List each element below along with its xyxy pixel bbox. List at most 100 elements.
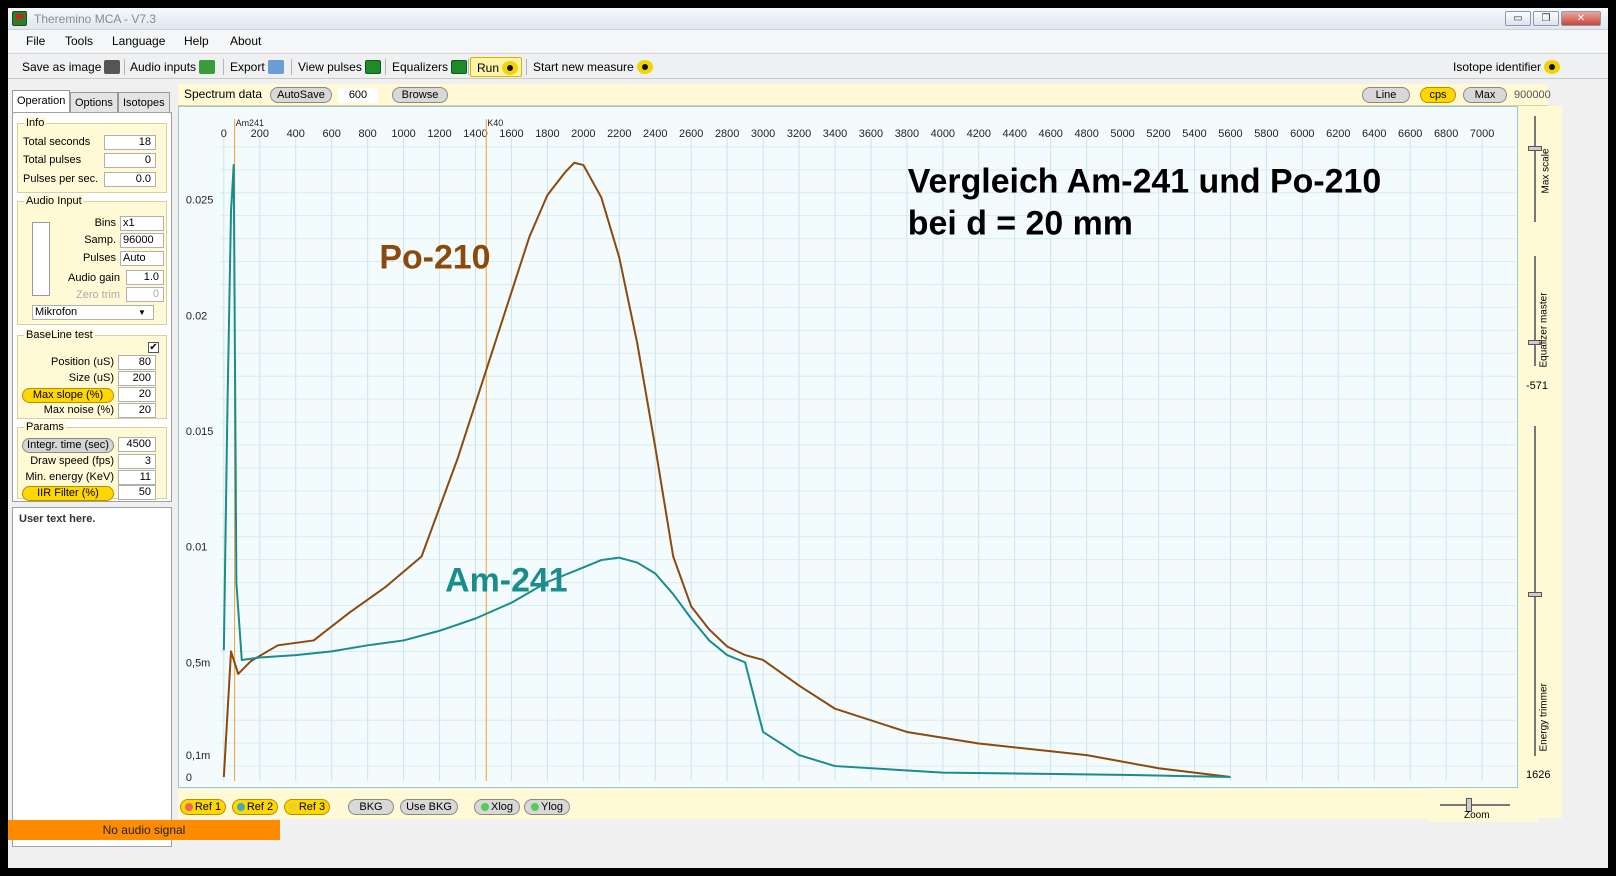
toolbar-separator xyxy=(124,59,125,75)
audio-inputs-button[interactable]: Audio inputs xyxy=(130,57,216,77)
line-button[interactable]: Line xyxy=(1362,87,1410,103)
params-title: Params xyxy=(24,421,66,433)
y-tick-label: 0 xyxy=(186,772,192,784)
x-tick-label: 5600 xyxy=(1218,128,1242,140)
menu-tools[interactable]: Tools xyxy=(65,34,94,48)
eq-master-thumb[interactable] xyxy=(1528,340,1542,345)
xlog-label: Xlog xyxy=(490,801,514,813)
zoom-track[interactable] xyxy=(1440,804,1510,806)
x-tick-label: 1400 xyxy=(463,128,487,140)
params-group: Params Integr. time (sec) 4500 Draw spee… xyxy=(17,421,167,501)
browse-button[interactable]: Browse xyxy=(392,87,448,103)
x-tick-label: 7000 xyxy=(1470,128,1494,140)
isotope-identifier-button[interactable]: Isotope identifier xyxy=(1453,57,1561,77)
total-pulses-label: Total pulses xyxy=(23,154,82,166)
equalizers-button[interactable]: Equalizers xyxy=(392,57,468,77)
xlog-button[interactable]: Xlog xyxy=(474,799,520,815)
view-pulses-button[interactable]: View pulses xyxy=(298,57,381,77)
max-button[interactable]: Max xyxy=(1463,87,1507,103)
tab-options[interactable]: Options xyxy=(70,92,118,112)
plot-bottom-bar: Ref 1 Ref 2 Ref 3 BKG Use BKG Xlog Ylog xyxy=(178,789,1518,819)
max-slope-value[interactable]: 20 xyxy=(118,387,156,402)
samp-select[interactable]: 96000 xyxy=(120,233,164,248)
zoom-thumb[interactable] xyxy=(1466,798,1472,812)
menu-language[interactable]: Language xyxy=(112,34,166,48)
user-text-area[interactable]: User text here. xyxy=(12,507,172,847)
ref2-label: Ref 2 xyxy=(246,801,274,813)
ylog-label: Ylog xyxy=(540,801,564,813)
x-tick-label: 4000 xyxy=(931,128,955,140)
iir-filter-button[interactable]: IIR Filter (%) xyxy=(22,486,114,501)
max-noise-value[interactable]: 20 xyxy=(118,403,156,418)
ref1-button[interactable]: Ref 1 xyxy=(180,799,226,815)
app-icon xyxy=(12,11,27,26)
x-tick-label: 2200 xyxy=(607,128,631,140)
pulse-chart-icon xyxy=(364,60,381,74)
x-tick-label: 6600 xyxy=(1398,128,1422,140)
integr-time-button[interactable]: Integr. time (sec) xyxy=(22,438,114,453)
pulses-label: Pulses xyxy=(82,252,116,264)
window-title: Theremino MCA - V7.3 xyxy=(34,12,157,26)
y-tick-label: 0,5m xyxy=(186,657,210,669)
maximize-button[interactable]: ❐ xyxy=(1533,11,1559,26)
x-tick-label: 4200 xyxy=(967,128,991,140)
draw-speed-label: Draw speed (fps) xyxy=(30,455,114,467)
x-tick-label: 6000 xyxy=(1290,128,1314,140)
ref3-button[interactable]: Ref 3 xyxy=(284,799,330,815)
energy-trimmer-track[interactable] xyxy=(1534,426,1536,756)
x-tick-label: 3000 xyxy=(751,128,775,140)
radiation-icon xyxy=(636,60,653,74)
max-slope-button[interactable]: Max slope (%) xyxy=(22,388,114,403)
bins-select[interactable]: x1 xyxy=(120,216,164,231)
menu-about[interactable]: About xyxy=(230,34,262,48)
bkg-button[interactable]: BKG xyxy=(348,799,394,815)
run-button[interactable]: Run xyxy=(470,57,522,77)
eq-master-track[interactable] xyxy=(1534,256,1536,366)
audio-gain-value[interactable]: 1.0 xyxy=(126,270,164,285)
ylog-button[interactable]: Ylog xyxy=(524,799,570,815)
spectrum-toolbar: Spectrum data AutoSave 600 Browse Line c… xyxy=(178,84,1551,106)
info-title: Info xyxy=(24,117,47,129)
autosave-input[interactable]: 600 xyxy=(338,88,378,103)
device-select[interactable]: Mikrofon xyxy=(32,305,154,320)
menu-help[interactable]: Help xyxy=(184,34,209,48)
baseline-checkbox[interactable]: ✔ xyxy=(148,342,159,353)
left-panel: Operation Options Isotopes Info Total se… xyxy=(8,80,176,854)
tab-isotopes[interactable]: Isotopes xyxy=(118,92,170,112)
spectrum-plot[interactable]: 0 200 400 600 800 1000 1200 1400 1600 1800 2000 220… xyxy=(178,106,1518,788)
ref2-button[interactable]: Ref 2 xyxy=(232,799,278,815)
max-scale-thumb[interactable] xyxy=(1528,146,1542,151)
pulses-select[interactable]: Auto xyxy=(120,251,164,266)
iir-filter-value[interactable]: 50 xyxy=(118,485,156,500)
energy-trimmer-thumb[interactable] xyxy=(1528,592,1542,597)
max-scale-track[interactable] xyxy=(1534,116,1536,222)
max-scale-label: Max scale xyxy=(1540,148,1552,194)
cps-button[interactable]: cps xyxy=(1420,87,1456,103)
draw-speed-value[interactable]: 3 xyxy=(118,454,156,469)
x-tick-label: 2600 xyxy=(679,128,703,140)
close-button[interactable]: ✕ xyxy=(1561,11,1601,26)
equalizers-label: Equalizers xyxy=(392,60,449,74)
export-button[interactable]: Export xyxy=(230,57,284,77)
integr-time-value[interactable]: 4500 xyxy=(118,437,156,452)
export-icon xyxy=(267,60,284,74)
export-label: Export xyxy=(230,60,265,74)
autosave-button[interactable]: AutoSave xyxy=(270,87,332,103)
position-value[interactable]: 80 xyxy=(118,355,156,370)
isotope-identifier-label: Isotope identifier xyxy=(1453,60,1542,74)
min-energy-value[interactable]: 11 xyxy=(118,470,156,485)
menu-file[interactable]: File xyxy=(26,34,46,48)
tab-operation[interactable]: Operation xyxy=(12,90,71,112)
x-tick-label: 6800 xyxy=(1434,128,1458,140)
y-tick-label: 0.025 xyxy=(186,195,213,207)
bins-label: Bins xyxy=(94,217,116,229)
size-value[interactable]: 200 xyxy=(118,371,156,386)
operation-panel: Info Total seconds 18 Total pulses 0 Pul… xyxy=(12,112,172,502)
save-image-button[interactable]: Save as image xyxy=(22,57,121,77)
minimize-button[interactable]: ▭ xyxy=(1505,11,1531,26)
use-bkg-button[interactable]: Use BKG xyxy=(400,799,458,815)
x-tick-label: 600 xyxy=(323,128,341,140)
samp-label: Samp. xyxy=(84,234,116,246)
zero-trim-value: 0 xyxy=(126,287,164,302)
start-new-measure-button[interactable]: Start new measure xyxy=(533,57,653,77)
